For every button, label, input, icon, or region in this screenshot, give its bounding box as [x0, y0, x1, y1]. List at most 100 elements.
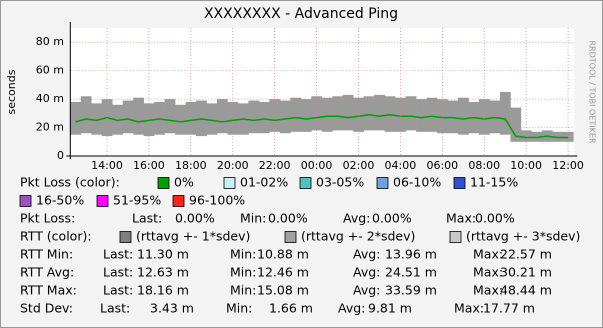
legend-label: 11-15%	[470, 175, 518, 190]
stat-text: 3.43 m	[150, 301, 194, 316]
stat-text: 17.77 m	[483, 301, 535, 316]
sdev-band	[405, 96, 417, 131]
plot-area	[70, 28, 574, 156]
x-tick-label: 08:00	[468, 159, 500, 172]
x-tick-label: 12:00	[552, 159, 584, 172]
sdev-band	[384, 96, 396, 132]
sdev-band	[122, 100, 134, 134]
stat-text: 0.00%	[372, 211, 412, 226]
legend-swatch	[157, 177, 170, 189]
sdev-band	[80, 96, 92, 134]
stat-text: Avg:	[353, 265, 380, 280]
sdev-band	[91, 103, 103, 135]
stat-text: Last:	[100, 301, 130, 316]
x-tick-label: 00:00	[301, 159, 333, 172]
legend-swatch	[453, 177, 466, 189]
stat-text: 12.46 m	[257, 265, 309, 280]
stat-text: RTT Avg:	[20, 265, 74, 280]
stat-text: Min:	[230, 247, 256, 262]
stat-text: 0.00%	[175, 211, 215, 226]
stat-text: Last:	[103, 265, 133, 280]
avg-line	[75, 114, 569, 139]
stat-text: 0.00%	[475, 211, 515, 226]
stat-text: 22.57 m	[500, 247, 552, 262]
stat-text: Std Dev:	[20, 301, 73, 316]
sdev-band	[374, 94, 385, 131]
sdev-band	[248, 100, 260, 134]
legend-label: (rttavg +- 2*sdev)	[301, 229, 415, 244]
stat-text: 48.44 m	[500, 283, 552, 298]
x-tick-label: 04:00	[385, 159, 417, 172]
stat-text: Avg:	[338, 301, 365, 316]
sdev-band	[416, 99, 427, 132]
x-tick-label: 22:00	[259, 159, 291, 172]
legend-label: 16-50%	[36, 193, 84, 208]
x-tick-label: 10:00	[510, 159, 542, 172]
x-tick-label: 06:00	[426, 159, 458, 172]
legend-label: 03-05%	[316, 175, 364, 190]
sdev-band	[510, 107, 522, 142]
legend-title: RTT (color):	[20, 229, 92, 244]
sdev-band	[300, 99, 312, 132]
stat-text: 10.88 m	[257, 247, 309, 262]
legend-swatch	[172, 195, 185, 207]
y-tick-label: 60 m	[36, 64, 64, 77]
y-tick-label: 20 m	[36, 121, 64, 134]
y-tick-label: 0	[57, 149, 64, 162]
legend-swatch	[223, 177, 236, 189]
stat-text: Max:	[473, 283, 503, 298]
stat-text: Max:	[454, 301, 484, 316]
sdev-band	[363, 96, 375, 131]
stat-text: Avg:	[343, 211, 370, 226]
stat-text: 33.59 m	[385, 283, 437, 298]
sdev-band	[332, 96, 344, 131]
legend-swatch	[19, 195, 32, 207]
sdev-band	[258, 101, 270, 134]
legend-swatch	[119, 231, 132, 243]
stat-text: Avg:	[353, 283, 380, 298]
sdev-band	[70, 101, 82, 135]
stat-text: 12.63 m	[137, 265, 189, 280]
legend-label: (rttavg +- 3*sdev)	[466, 229, 580, 244]
stat-text: Avg:	[353, 247, 380, 262]
legend-swatch	[284, 231, 297, 243]
stat-text: Last:	[132, 211, 162, 226]
x-tick-label: 14:00	[91, 159, 123, 172]
sdev-band	[164, 99, 176, 134]
sdev-band	[395, 97, 406, 132]
legend-label: 51-95%	[113, 193, 161, 208]
stat-text: Last:	[103, 283, 133, 298]
stat-text: Pkt Loss:	[20, 211, 75, 226]
stat-text: RTT Min:	[20, 247, 73, 262]
sdev-band	[279, 100, 291, 134]
legend-swatch	[96, 195, 109, 207]
legend-swatch	[376, 177, 389, 189]
stat-text: Max:	[473, 265, 503, 280]
legend-label: 0%	[174, 175, 194, 190]
sdev-band	[353, 97, 365, 132]
legend-title: Pkt Loss (color):	[20, 175, 120, 190]
x-tick-label: 02:00	[343, 159, 375, 172]
stat-text: 18.16 m	[137, 283, 189, 298]
sdev-band	[426, 97, 438, 132]
x-tick-label: 20:00	[217, 159, 249, 172]
y-tick-label: 80 m	[36, 35, 64, 48]
stat-text: 24.51 m	[385, 265, 437, 280]
stat-text: Min:	[240, 211, 266, 226]
sdev-band	[499, 92, 511, 135]
chart-title: XXXXXXXX - Advanced Ping	[204, 6, 398, 22]
stat-text: 9.81 m	[368, 301, 412, 316]
stat-text: 0.00%	[268, 211, 308, 226]
sdev-band	[175, 104, 186, 135]
stat-text: Min:	[230, 265, 256, 280]
stat-text: Max:	[473, 247, 503, 262]
sdev-band	[437, 99, 448, 134]
stat-text: 13.96 m	[385, 247, 437, 262]
sdev-band	[311, 96, 323, 131]
sdev-band	[133, 97, 144, 135]
legend-swatch	[449, 231, 462, 243]
legend-label: 01-02%	[240, 175, 288, 190]
sdev-band	[321, 97, 333, 132]
y-axis-title: seconds	[5, 69, 18, 114]
